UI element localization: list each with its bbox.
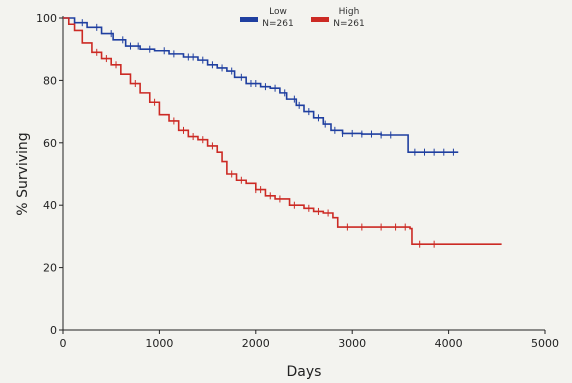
legend-label-high: High	[339, 7, 360, 17]
series-layer	[63, 17, 502, 248]
y-tick-label: 20	[43, 262, 57, 275]
y-tick-label: 0	[50, 324, 57, 337]
series-line-high	[63, 17, 502, 245]
y-tick-label: 80	[43, 74, 57, 87]
legend-label-low: Low	[269, 7, 287, 17]
x-tick-label: 2000	[242, 337, 270, 350]
y-tick-label: 100	[36, 12, 57, 25]
legend-swatch-high	[311, 17, 329, 22]
x-tick-label: 1000	[145, 337, 173, 350]
y-tick-label: 40	[43, 199, 57, 212]
legend-swatch-low	[240, 17, 258, 22]
x-axis-title: Days	[287, 364, 322, 380]
x-tick-label: 0	[60, 337, 67, 350]
legend-count-high: N=261	[333, 19, 364, 29]
x-tick-label: 5000	[531, 337, 559, 350]
legend: Low N=261 High N=261	[240, 7, 365, 29]
x-tick-label: 4000	[435, 337, 463, 350]
axes: 0 1000 2000 3000 4000 5000 0 20 40 60 80 100	[36, 12, 559, 350]
y-tick-label: 60	[43, 137, 57, 150]
y-axis-title: % Surviving	[15, 132, 31, 215]
legend-count-low: N=261	[262, 19, 293, 29]
x-tick-label: 3000	[338, 337, 366, 350]
